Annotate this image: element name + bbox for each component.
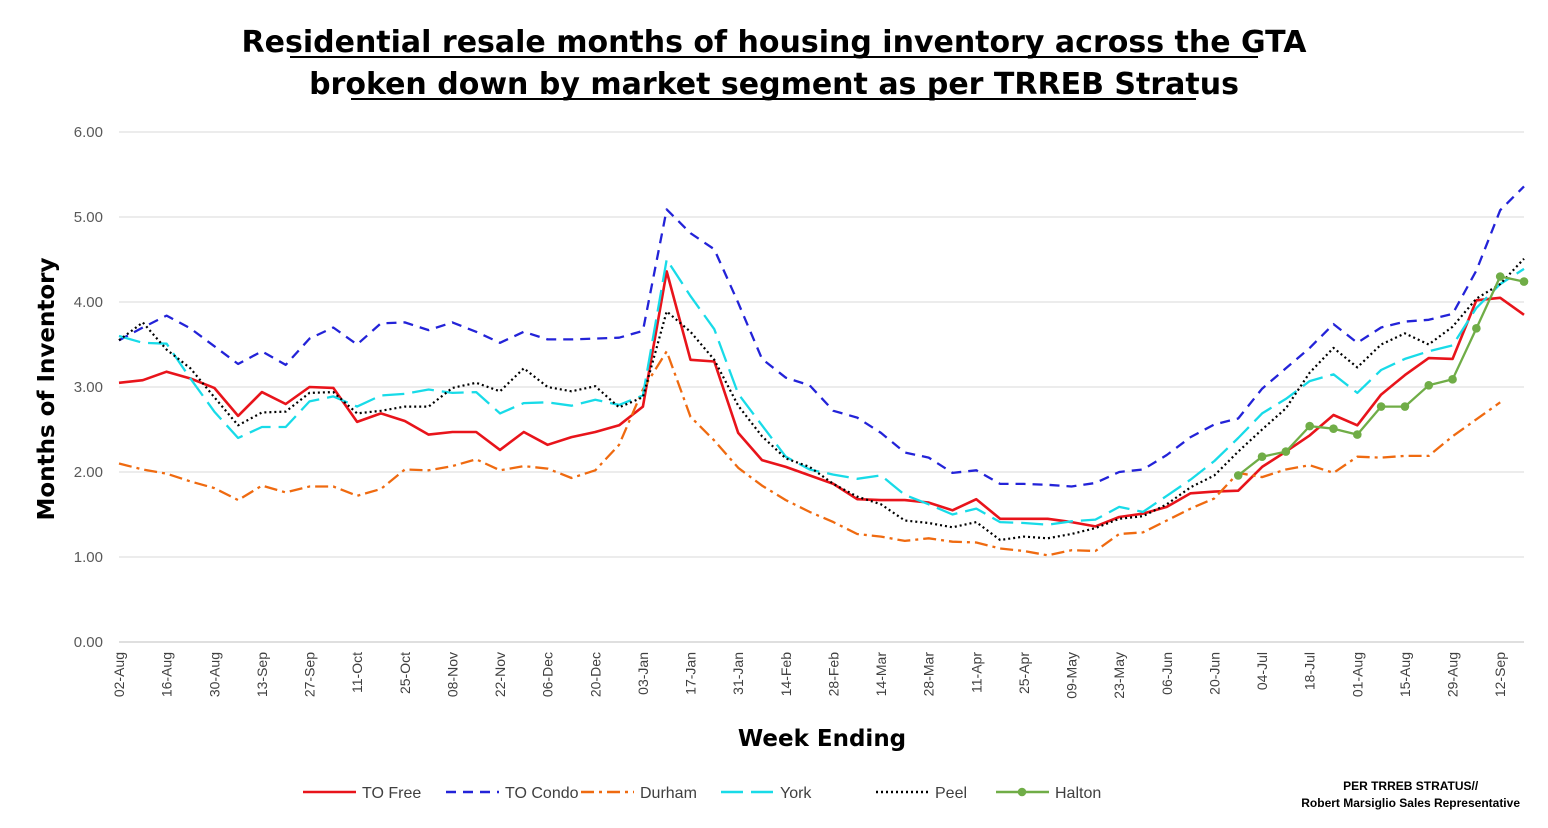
- credit-line-1: PER TRREB STRATUS//: [1343, 779, 1479, 793]
- x-tick-label: 25-Apr: [1016, 652, 1032, 694]
- x-tick-label: 03-Jan: [635, 652, 651, 695]
- series-point-halton: [1495, 272, 1505, 281]
- x-tick-label: 30-Aug: [206, 652, 222, 697]
- series-point-halton: [1281, 447, 1291, 456]
- credit-line-2: Robert Marsiglio Sales Representative: [1301, 796, 1520, 810]
- x-tick-label: 08-Nov: [444, 652, 460, 697]
- credit-note: PER TRREB STRATUS// Robert Marsiglio Sal…: [1301, 778, 1520, 812]
- series-line-durham: [118, 350, 1501, 557]
- series-point-halton: [1233, 471, 1243, 480]
- x-axis-ticks: 02-Aug 16-Aug 30-Aug 13-Sep 27-Sep 11-Oct 25-O…: [111, 652, 1508, 699]
- series-point-halton: [1257, 452, 1267, 462]
- x-tick-label: 09-May: [1064, 652, 1080, 699]
- x-tick-label: 15-Aug: [1397, 652, 1413, 697]
- grid: [119, 131, 1524, 643]
- legend-label-peel: Peel: [935, 785, 967, 802]
- y-axis-ticks: 0.00 1.00 2.00 3.00 4.00 5.00 6.00: [74, 124, 103, 651]
- legend-label-halton: Halton: [1055, 785, 1101, 802]
- x-tick-label: 17-Jan: [683, 652, 699, 695]
- y-tick-label: 2.00: [74, 464, 103, 481]
- x-tick-label: 12-Sep: [1492, 652, 1508, 697]
- x-tick-label: 02-Aug: [111, 652, 127, 697]
- x-tick-label: 06-Dec: [540, 652, 556, 697]
- series-point-halton: [1353, 430, 1362, 439]
- series-point-halton: [1424, 381, 1434, 390]
- y-tick-label: 0.00: [74, 634, 103, 651]
- x-tick-label: 13-Sep: [254, 652, 270, 697]
- series-point-halton: [1329, 424, 1338, 433]
- legend-label-durham: Durham: [640, 785, 697, 802]
- x-tick-label: 29-Aug: [1445, 652, 1461, 697]
- series-point-halton: [1472, 324, 1481, 333]
- x-tick-label: 18-Jul: [1302, 652, 1318, 690]
- x-tick-label: 14-Feb: [778, 652, 794, 697]
- y-tick-label: 5.00: [74, 209, 103, 226]
- x-tick-label: 11-Oct: [349, 652, 365, 693]
- y-tick-label: 1.00: [74, 549, 103, 566]
- y-tick-label: 4.00: [74, 294, 103, 311]
- x-tick-label: 20-Jun: [1206, 652, 1222, 695]
- x-tick-label: 11-Apr: [968, 652, 984, 693]
- x-tick-label: 14-Mar: [873, 652, 889, 697]
- x-tick-label: 20-Dec: [587, 652, 603, 697]
- x-tick-label: 06-Jun: [1159, 652, 1175, 695]
- y-tick-label: 6.00: [74, 124, 103, 141]
- x-tick-label: 27-Sep: [302, 652, 318, 697]
- legend: TO Free TO Condo Durham York Peel Halton: [303, 785, 1101, 802]
- series-line-to-condo: [118, 185, 1525, 488]
- series-line-halton: [1237, 275, 1525, 477]
- legend-marker-halton: [1017, 787, 1027, 797]
- series-point-halton: [1448, 375, 1457, 384]
- y-axis-label: Months of Inventory: [34, 258, 60, 521]
- series-line-york: [118, 258, 1525, 526]
- x-tick-label: 23-May: [1111, 652, 1127, 699]
- series-point-halton: [1400, 402, 1410, 411]
- x-tick-label: 25-Oct: [397, 652, 413, 694]
- x-tick-label: 28-Feb: [825, 652, 841, 697]
- series-point-halton: [1519, 277, 1529, 286]
- series-point-halton: [1305, 421, 1314, 431]
- x-axis-label: Week Ending: [738, 726, 906, 752]
- chart-title-line-1: Residential resale months of housing inv…: [242, 25, 1308, 60]
- y-tick-label: 3.00: [74, 379, 103, 396]
- x-tick-label: 22-Nov: [492, 652, 508, 697]
- x-tick-label: 04-Jul: [1254, 652, 1270, 690]
- series-lines: [118, 185, 1529, 557]
- x-tick-label: 16-Aug: [159, 652, 175, 697]
- legend-label-to-condo: TO Condo: [505, 785, 579, 802]
- series-line-peel: [118, 257, 1525, 542]
- x-tick-label: 01-Aug: [1349, 652, 1365, 697]
- x-tick-label: 31-Jan: [730, 652, 746, 695]
- series-point-halton: [1376, 402, 1386, 411]
- chart-title-line-2: broken down by market segment as per TRR…: [309, 67, 1239, 102]
- x-tick-label: 28-Mar: [921, 652, 937, 697]
- legend-label-york: York: [780, 785, 812, 802]
- legend-label-to-free: TO Free: [362, 785, 421, 802]
- chart-title: Residential resale months of housing inv…: [242, 25, 1308, 102]
